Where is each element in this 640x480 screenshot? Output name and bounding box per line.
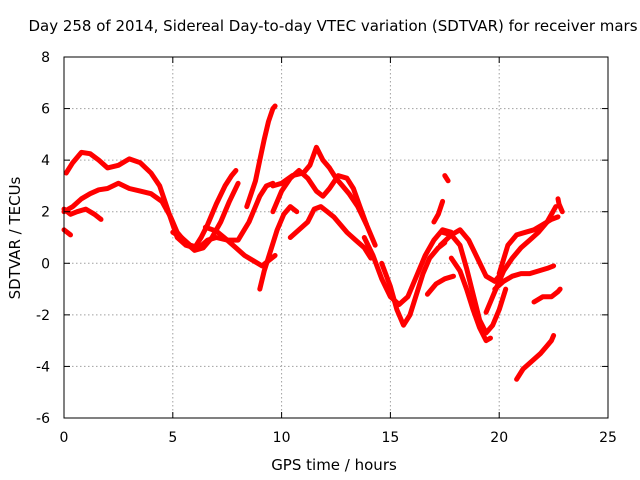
x-tick-label: 20 (490, 430, 508, 446)
series-track-16 (437, 227, 507, 284)
series-track-19 (492, 263, 557, 292)
y-tick-label: 4 (41, 153, 50, 169)
series-track-20 (514, 333, 557, 382)
series-track-14 (440, 229, 509, 336)
y-tick-label: -2 (36, 308, 50, 324)
series-group (61, 103, 565, 382)
series-track-4 (61, 227, 73, 238)
y-tick-label: 8 (41, 50, 50, 66)
y-tick-label: -6 (36, 411, 50, 427)
series-track-23 (442, 173, 451, 184)
series-track-21 (531, 286, 563, 305)
y-tick-label: 0 (41, 256, 50, 272)
series-track-10 (270, 168, 369, 228)
series-track-3 (61, 206, 104, 222)
series-track-15 (448, 255, 493, 344)
series-track-11 (287, 204, 374, 261)
x-tick-label: 15 (381, 430, 399, 446)
axis-ticks: 0 5 10 15 20 25 -6 -4 -2 0 2 4 6 8 (36, 50, 617, 446)
series-track-7 (244, 103, 278, 210)
x-tick-label: 0 (60, 430, 69, 446)
x-tick-label: 10 (273, 430, 291, 446)
series-track-24 (431, 198, 446, 225)
grid (64, 57, 608, 418)
series-track-1 (63, 149, 239, 251)
y-tick-label: 6 (41, 102, 50, 118)
y-tick-label: 2 (41, 205, 50, 221)
x-tick-label: 5 (168, 430, 177, 446)
series-track-8 (257, 204, 300, 292)
series-track-12 (361, 227, 454, 307)
series-track-25 (424, 273, 456, 297)
series-track-18 (496, 214, 561, 277)
y-tick-label: -4 (36, 359, 50, 375)
series-track-13 (379, 240, 448, 328)
x-axis-title: GPS time / hours (271, 456, 397, 474)
series-track-22 (555, 196, 565, 215)
y-axis-title: SDTVAR / TECUs (6, 176, 24, 299)
x-tick-label: 25 (599, 430, 617, 446)
plot-frame (63, 56, 609, 419)
chart-title: Day 258 of 2014, Sidereal Day-to-day VTE… (28, 17, 637, 35)
